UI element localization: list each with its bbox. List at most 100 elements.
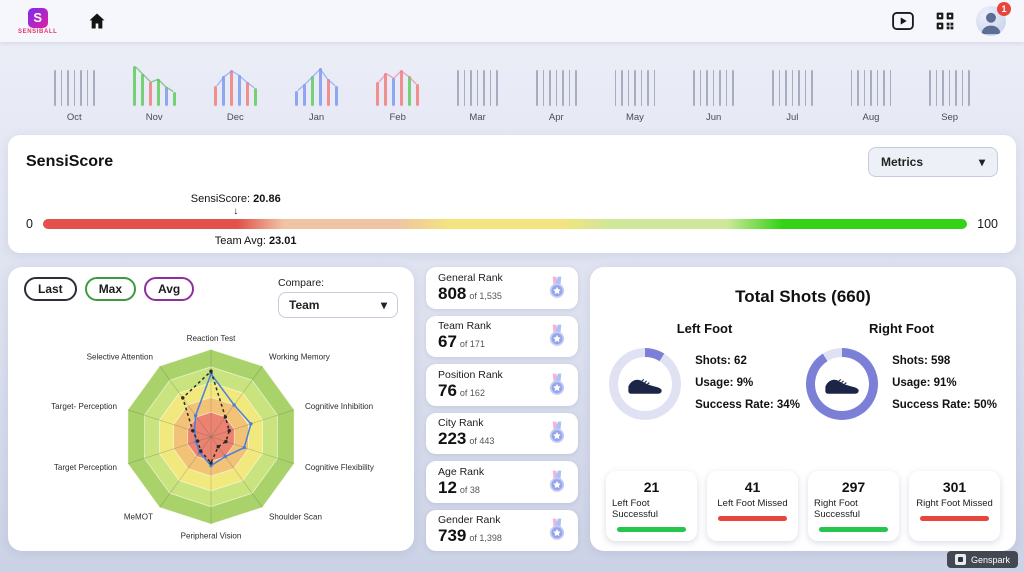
sensiball-logo-icon: S <box>27 7 48 28</box>
max-button[interactable]: Max <box>84 277 137 301</box>
medal-icon <box>549 276 565 298</box>
rank-of: of 1,398 <box>469 533 502 544</box>
svg-text:Shoulder Scan: Shoulder Scan <box>269 512 322 521</box>
brand-logo[interactable]: S SENSIBALL <box>18 7 57 35</box>
month-bars <box>850 62 892 106</box>
timeline-month[interactable]: Apr <box>536 62 577 123</box>
avg-button[interactable]: Avg <box>144 277 195 301</box>
rank-card-position[interactable]: Position Rank 76 of 162 <box>426 364 578 406</box>
right-foot-missed-card[interactable]: 301 Right Foot Missed <box>909 471 1000 541</box>
genspark-watermark-text: Genspark <box>970 554 1010 565</box>
last-button[interactable]: Last <box>24 277 77 301</box>
activity-bar <box>245 82 249 106</box>
timeline-month[interactable]: Mar <box>457 62 498 123</box>
tick-bar <box>732 70 734 106</box>
timeline-month[interactable]: Oct <box>54 62 95 123</box>
timeline-month[interactable]: Sep <box>929 62 970 123</box>
tick-bar <box>804 70 807 106</box>
genspark-logo-icon <box>954 554 966 565</box>
tick-bar <box>470 70 472 106</box>
month-label: Mar <box>469 112 486 123</box>
tick-bar <box>647 70 649 106</box>
timeline-month[interactable]: Aug <box>850 62 892 123</box>
radar-chart: Reaction Test Working Memory Cognitive Inh… <box>51 334 375 541</box>
right-foot-usage: Usage: 91% <box>892 377 957 390</box>
compare-control: Compare: Team ▾ <box>278 277 398 318</box>
tick-bar <box>785 70 787 106</box>
months-timeline: Oct Nov Dec Jan Feb Mar Apr May Jun Jul Aug Sep <box>54 62 970 123</box>
tick-bar <box>857 70 859 106</box>
rank-card-age[interactable]: Age Rank 12 of 38 <box>426 461 578 503</box>
qr-code-button[interactable] <box>934 11 956 31</box>
activity-bar <box>319 68 323 106</box>
sensiscore-header: SensiScore Metrics ▾ <box>26 147 998 177</box>
team-avg-marker: Team Avg: 23.01 <box>215 235 297 247</box>
left-foot-missed-card[interactable]: 41 Left Foot Missed <box>707 471 798 541</box>
tick-bar <box>798 70 800 106</box>
rank-label: Gender Rank <box>438 514 501 527</box>
timeline-month[interactable]: Nov <box>132 62 176 123</box>
month-label: Jul <box>786 112 799 123</box>
activity-bar <box>140 74 144 106</box>
rank-card-city[interactable]: City Rank 223 of 443 <box>426 412 578 454</box>
tick-bar <box>614 70 617 106</box>
trend-line <box>378 69 417 85</box>
rank-card-team[interactable]: Team Rank 67 of 171 <box>426 315 578 357</box>
success-indicator-bar <box>818 527 889 532</box>
tick-bar <box>73 70 75 106</box>
shot-card-label: Left Foot Successful <box>612 498 658 520</box>
month-bars <box>54 62 95 106</box>
rank-card-gender[interactable]: Gender Rank 739 of 1,398 <box>426 509 578 551</box>
right-foot-successful-card[interactable]: 297 Right Foot Successful <box>808 471 899 541</box>
tick-bar <box>80 70 82 106</box>
tick-bar <box>811 70 813 106</box>
ranks-column: General Rank 808 of 1,535 Team Rank 67 of … <box>426 267 578 551</box>
tick-bar <box>93 70 95 106</box>
activity-bar <box>221 76 225 106</box>
rank-label: City Rank <box>438 417 484 430</box>
rank-value: 12 <box>438 477 457 497</box>
compare-dropdown[interactable]: Team ▾ <box>278 292 398 318</box>
tick-bar <box>86 70 88 106</box>
tick-bar <box>555 70 558 106</box>
tick-bar <box>476 70 479 106</box>
activity-bar <box>376 82 380 106</box>
tick-bar <box>489 70 492 106</box>
sensiscore-title: SensiScore <box>26 153 114 170</box>
video-button[interactable] <box>892 11 914 31</box>
rank-label: Age Rank <box>438 465 485 478</box>
metrics-dropdown[interactable]: Metrics ▾ <box>868 147 998 177</box>
rank-label: Position Rank <box>438 368 503 381</box>
compare-dropdown-value: Team <box>289 298 320 312</box>
activity-bar <box>148 82 152 106</box>
activity-bar <box>303 84 307 106</box>
score-marker-prefix: SensiScore: <box>190 192 251 205</box>
home-button[interactable] <box>87 11 107 31</box>
team-avg-value: 23.01 <box>268 235 297 247</box>
tick-bar <box>457 70 459 106</box>
activity-bar <box>156 79 160 106</box>
tick-bar <box>496 70 498 106</box>
timeline-month[interactable]: Jul <box>772 62 813 123</box>
timeline-month[interactable]: Jun <box>693 62 734 123</box>
avatar[interactable]: 1 <box>976 2 1011 36</box>
month-label: Dec <box>226 112 244 123</box>
right-foot-section: Right Foot Shots: 598 Usage: 91% Success… <box>803 321 1000 420</box>
tick-bar <box>640 70 643 106</box>
tick-bar <box>621 70 623 106</box>
rank-value: 223 <box>438 429 467 449</box>
rank-card-general[interactable]: General Rank 808 of 1,535 <box>426 267 578 309</box>
left-foot-shots: Shots: 62 <box>695 355 747 368</box>
cleat-icon <box>825 378 859 394</box>
shot-card-label: Right Foot Missed <box>916 498 993 509</box>
left-foot-successful-card[interactable]: 21 Left Foot Successful <box>606 471 697 541</box>
genspark-watermark: Genspark <box>946 551 1018 568</box>
metrics-dropdown-label: Metrics <box>881 155 924 169</box>
timeline-month[interactable]: Jan <box>295 62 339 123</box>
timeline-month[interactable]: May <box>614 62 656 123</box>
activity-bar <box>295 91 299 106</box>
timeline-month[interactable]: Feb <box>376 62 420 123</box>
timeline-month[interactable]: Dec <box>213 62 257 123</box>
month-label: Nov <box>145 112 163 123</box>
medal-icon <box>549 470 565 492</box>
